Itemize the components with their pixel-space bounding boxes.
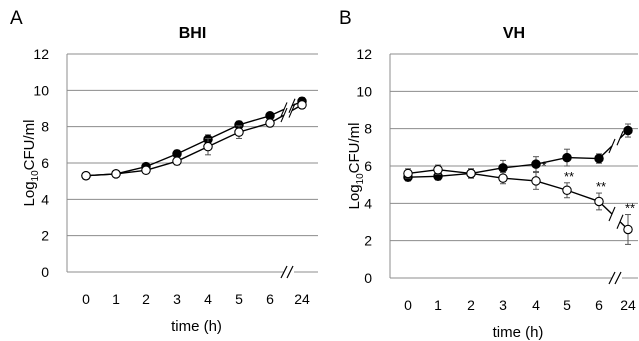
data-point bbox=[403, 168, 413, 179]
y-tick-label: 6 bbox=[364, 158, 372, 174]
y-tick-label: 4 bbox=[41, 191, 49, 207]
x-tick-label: 2 bbox=[142, 291, 150, 307]
series-break-mark bbox=[280, 107, 288, 123]
data-point bbox=[623, 125, 633, 136]
data-point bbox=[265, 118, 275, 128]
x-tick-label: 5 bbox=[235, 291, 243, 307]
data-point bbox=[234, 127, 244, 137]
chart-title: VH bbox=[503, 25, 525, 42]
series-break-mark bbox=[616, 131, 624, 146]
data-point bbox=[594, 153, 604, 164]
series-break-mark bbox=[280, 102, 288, 117]
y-tick-label: 12 bbox=[356, 46, 372, 62]
data-point bbox=[531, 159, 541, 169]
axis-break-mark bbox=[280, 265, 288, 279]
y-tick-label: 10 bbox=[33, 82, 49, 98]
x-tick-label: 0 bbox=[404, 297, 412, 313]
data-point bbox=[531, 176, 541, 186]
chart-title: BHI bbox=[179, 25, 207, 42]
series-break-mark bbox=[608, 138, 616, 154]
x-tick-label: 6 bbox=[595, 297, 603, 313]
data-point bbox=[141, 165, 151, 176]
series-open bbox=[403, 164, 633, 245]
x-tick-label: 6 bbox=[266, 291, 274, 307]
x-axis-label: time (h) bbox=[171, 318, 222, 335]
data-point bbox=[297, 100, 307, 110]
x-tick-label: 4 bbox=[204, 291, 212, 307]
axis-break-mark bbox=[614, 271, 622, 285]
x-tick-label: 24 bbox=[620, 297, 636, 313]
data-point bbox=[562, 152, 572, 163]
data-point bbox=[498, 173, 508, 183]
y-tick-label: 6 bbox=[41, 155, 49, 171]
panel-letter: B bbox=[339, 8, 352, 29]
data-point bbox=[623, 224, 633, 235]
axis-break-mark bbox=[286, 265, 294, 279]
y-tick-label: 10 bbox=[356, 83, 372, 99]
y-tick-label: 2 bbox=[364, 233, 372, 249]
significance-label: ** bbox=[596, 179, 606, 194]
y-tick-label: 12 bbox=[33, 46, 49, 62]
data-point bbox=[562, 185, 572, 196]
data-point bbox=[498, 163, 508, 173]
x-tick-label: 1 bbox=[434, 297, 442, 313]
data-point bbox=[81, 170, 91, 181]
x-axis-label: time (h) bbox=[493, 324, 544, 341]
panel-letter: A bbox=[10, 8, 23, 29]
y-tick-label: 8 bbox=[41, 119, 49, 135]
y-tick-label: 4 bbox=[364, 195, 372, 211]
y-tick-label: 8 bbox=[364, 121, 372, 137]
significance-label: ** bbox=[564, 169, 574, 184]
x-tick-label: 24 bbox=[294, 291, 310, 307]
x-tick-label: 5 bbox=[563, 297, 571, 313]
data-point bbox=[433, 164, 443, 175]
data-point bbox=[594, 196, 604, 207]
y-tick-label: 0 bbox=[364, 270, 372, 286]
x-tick-label: 4 bbox=[532, 297, 540, 313]
data-point bbox=[203, 141, 213, 152]
significance-label: * bbox=[541, 159, 546, 174]
significance-label: ** bbox=[625, 201, 635, 216]
x-tick-label: 3 bbox=[499, 297, 507, 313]
x-tick-label: 2 bbox=[467, 297, 475, 313]
x-tick-label: 1 bbox=[112, 291, 120, 307]
x-tick-label: 3 bbox=[173, 291, 181, 307]
data-point bbox=[111, 169, 121, 179]
series-break-mark bbox=[608, 206, 616, 222]
series-filled bbox=[81, 96, 307, 181]
y-axis-label: Log10CFU/ml bbox=[346, 123, 366, 210]
data-point bbox=[172, 156, 182, 166]
data-point bbox=[466, 168, 476, 179]
series-break-mark bbox=[288, 98, 296, 113]
series-open bbox=[81, 100, 307, 181]
series-break-mark bbox=[616, 214, 624, 229]
x-tick-label: 0 bbox=[82, 291, 90, 307]
series-break-mark bbox=[288, 103, 296, 118]
axis-break-mark bbox=[608, 271, 616, 285]
y-tick-label: 2 bbox=[41, 228, 49, 244]
y-axis-label: Log10CFU/ml bbox=[21, 120, 41, 207]
y-tick-label: 0 bbox=[41, 264, 49, 280]
